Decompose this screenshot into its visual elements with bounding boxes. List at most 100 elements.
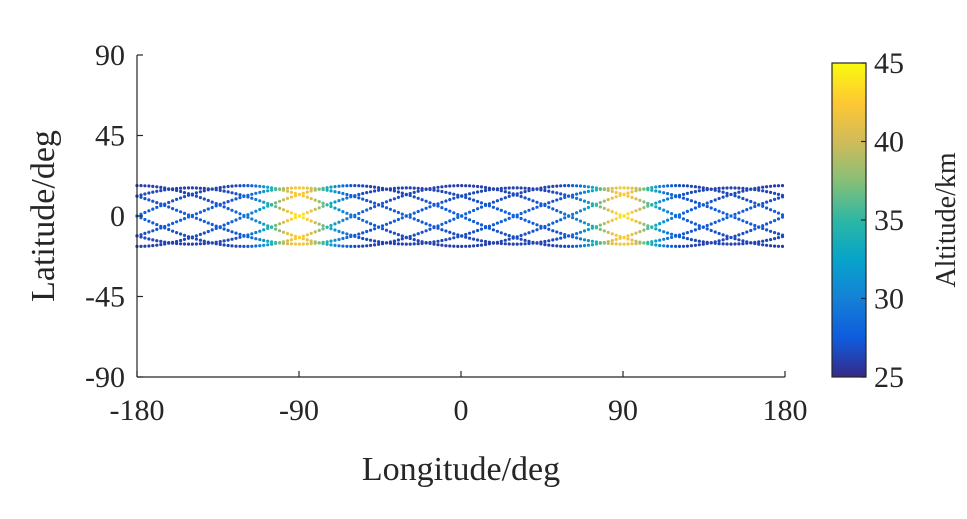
track-point xyxy=(658,222,662,226)
track-point xyxy=(745,208,749,212)
track-point xyxy=(662,191,666,195)
track-point xyxy=(281,230,286,234)
track-point xyxy=(281,188,286,192)
track-point xyxy=(408,236,412,241)
track-point xyxy=(396,217,400,222)
track-point xyxy=(285,189,290,193)
track-point xyxy=(274,223,278,227)
track-point xyxy=(507,186,511,190)
track-point xyxy=(448,209,452,213)
track-point xyxy=(373,227,377,231)
track-point xyxy=(721,190,725,194)
track-point xyxy=(396,238,400,242)
track-point xyxy=(274,205,278,209)
track-point xyxy=(745,198,749,202)
track-point xyxy=(440,228,444,232)
track-point xyxy=(143,236,147,240)
track-point xyxy=(729,186,733,190)
track-point xyxy=(230,191,234,195)
track-point xyxy=(468,236,472,240)
y-tick-label: 90 xyxy=(95,39,125,72)
track-point xyxy=(179,186,183,190)
track-point xyxy=(586,243,591,247)
track-point xyxy=(689,184,694,188)
track-point xyxy=(242,184,246,188)
track-point xyxy=(658,238,662,242)
track-point xyxy=(182,233,187,237)
track-point xyxy=(305,238,309,242)
track-point xyxy=(571,193,575,197)
track-point xyxy=(202,231,206,235)
track-point xyxy=(321,188,325,192)
track-point xyxy=(250,244,254,248)
track-point xyxy=(729,235,733,240)
track-point xyxy=(563,235,567,239)
track-point xyxy=(424,187,428,191)
track-point xyxy=(361,184,365,188)
track-point xyxy=(305,195,309,199)
track-point xyxy=(357,211,361,216)
track-point xyxy=(285,232,290,236)
track-point xyxy=(511,242,515,246)
track-point xyxy=(436,189,440,193)
track-point xyxy=(468,197,472,201)
track-point xyxy=(337,199,341,203)
track-point xyxy=(539,226,543,230)
track-point xyxy=(630,218,634,222)
track-point xyxy=(388,221,392,225)
track-point xyxy=(507,237,511,241)
track-point xyxy=(519,242,523,246)
track-point xyxy=(634,242,638,246)
track-point xyxy=(353,184,357,188)
track-point xyxy=(250,217,254,221)
track-point xyxy=(491,228,495,232)
track-point xyxy=(495,188,499,192)
track-point xyxy=(139,212,143,216)
track-point xyxy=(171,240,175,244)
track-point xyxy=(444,199,448,203)
track-point xyxy=(412,195,416,199)
track-point xyxy=(361,244,365,248)
track-point xyxy=(642,228,646,232)
track-point xyxy=(345,232,349,236)
track-point xyxy=(749,187,753,191)
track-point xyxy=(527,241,531,246)
track-point xyxy=(523,232,527,236)
track-point xyxy=(737,195,741,199)
track-point xyxy=(365,191,369,195)
track-point xyxy=(396,190,400,194)
track-point xyxy=(373,205,377,209)
track-point xyxy=(555,191,559,195)
track-point xyxy=(460,234,464,238)
track-point xyxy=(309,209,313,213)
track-point xyxy=(495,207,499,211)
track-point xyxy=(428,227,432,231)
track-point xyxy=(638,198,642,202)
track-point xyxy=(527,186,531,191)
track-point xyxy=(416,186,420,190)
track-point xyxy=(365,244,369,248)
track-point xyxy=(741,186,745,190)
track-point xyxy=(555,230,559,234)
track-point xyxy=(575,196,579,200)
track-point xyxy=(491,200,495,204)
track-point xyxy=(155,239,159,243)
track-point xyxy=(563,193,567,197)
x-tick-label: 0 xyxy=(454,394,469,427)
track-point xyxy=(749,241,753,245)
track-point xyxy=(440,189,444,194)
track-point xyxy=(369,185,373,189)
track-point xyxy=(666,236,670,240)
track-point xyxy=(270,203,274,207)
track-point xyxy=(226,190,230,194)
track-point xyxy=(630,232,634,237)
track-point xyxy=(305,211,309,215)
track-point xyxy=(408,242,412,246)
y-tick-label: -90 xyxy=(85,361,125,394)
track-point xyxy=(499,189,503,193)
track-point xyxy=(416,218,420,223)
track-point xyxy=(186,193,191,197)
track-point xyxy=(301,242,305,246)
track-point xyxy=(369,228,373,232)
track-point xyxy=(321,227,325,231)
